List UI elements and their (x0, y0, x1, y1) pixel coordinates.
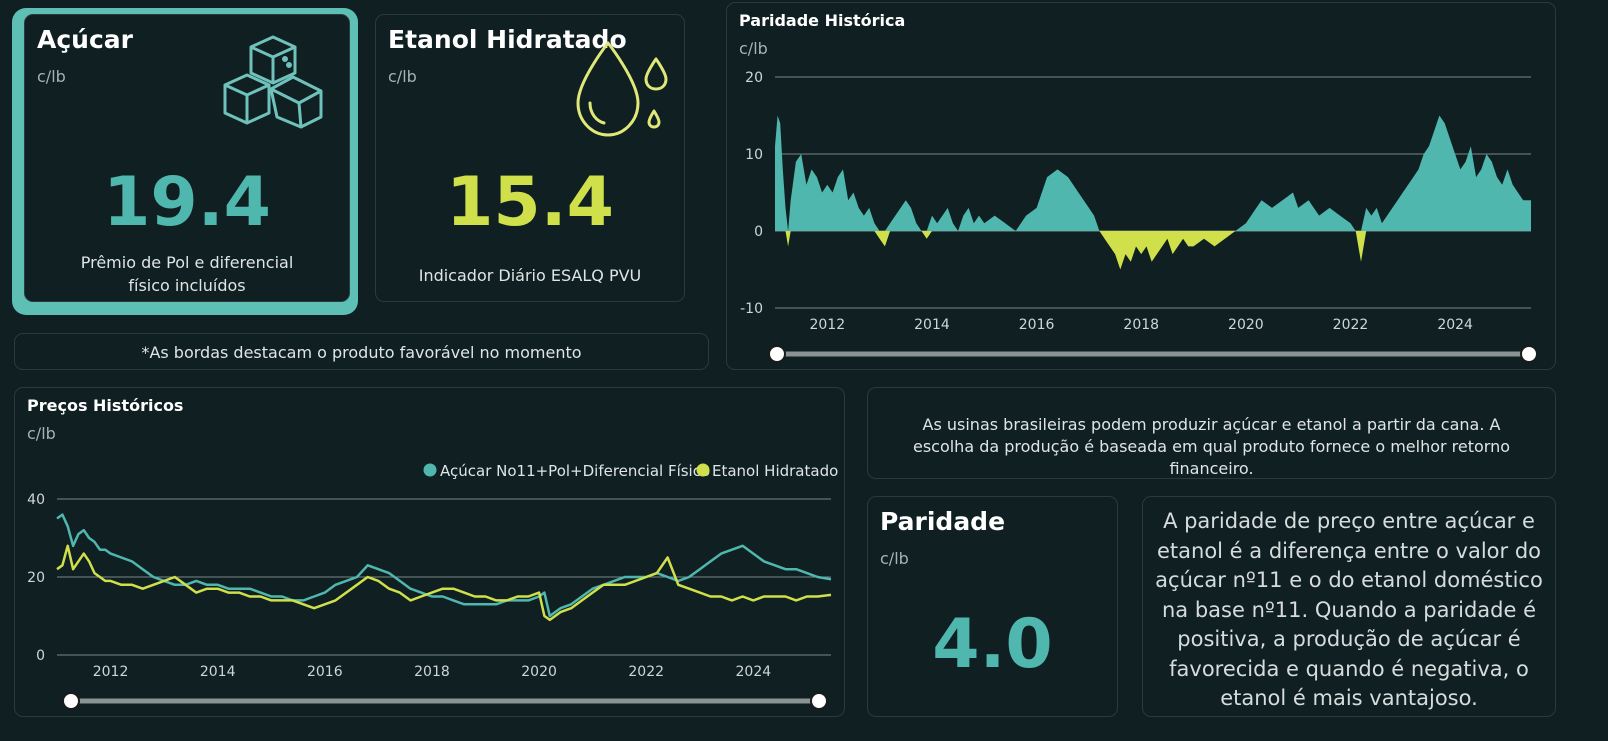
parity-chart[interactable]: 20 10 0 -10 2012 2014 2016 2018 2020 2022 2024 (727, 3, 1555, 369)
sugar-caption: Prêmio de Pol e diferencial físico inclu… (25, 251, 349, 297)
prices-chart-title: Preços Históricos (27, 396, 184, 415)
border-note-text: *As bordas destacam o produto favorável … (141, 343, 582, 362)
range-slider-start-handle[interactable] (62, 692, 80, 710)
border-note: *As bordas destacam o produto favorável … (14, 333, 709, 370)
parity-chart-card[interactable]: Paridade Histórica c/lb 20 10 0 -10 2012 2014… (726, 2, 1556, 370)
prices-chart-unit: c/lb (27, 424, 56, 443)
info-note: As usinas brasileiras podem produzir açú… (867, 387, 1556, 479)
x-tick-label: 2024 (1437, 317, 1473, 333)
y-tick-label: 0 (36, 648, 45, 664)
sugar-card[interactable]: Açúcar c/lb 19.4 Prêmio de Pol e diferen… (24, 14, 350, 302)
x-tick-label: 2022 (1333, 317, 1369, 333)
x-tick-label: 2014 (200, 664, 236, 680)
legend-marker-ethanol (696, 463, 710, 477)
legend-marker-sugar (423, 463, 437, 477)
y-tick-label: 20 (745, 70, 763, 86)
x-tick-label: 2018 (414, 664, 450, 680)
series-line-sugar (56, 513, 832, 618)
range-slider-end-handle[interactable] (810, 692, 828, 710)
parity-explanation-text: A paridade de preço entre açúcar e etano… (1155, 509, 1543, 710)
ethanol-value: 15.4 (446, 163, 614, 242)
parity-chart-title: Paridade Histórica (739, 11, 906, 30)
x-tick-label: 2018 (1123, 317, 1159, 333)
x-tick-label: 2014 (914, 317, 950, 333)
x-tick-label: 2016 (1019, 317, 1055, 333)
x-tick-label: 2016 (307, 664, 343, 680)
x-tick-label: 2022 (628, 664, 664, 680)
parity-negative-area (775, 231, 1531, 270)
legend-label-ethanol: Etanol Hidratado (712, 462, 838, 480)
x-tick-label: 2024 (736, 664, 772, 680)
info-note-text: As usinas brasileiras podem produzir açú… (912, 415, 1511, 478)
parity-value: 4.0 (932, 605, 1053, 684)
y-tick-label: 10 (745, 147, 763, 163)
parity-chart-unit: c/lb (739, 39, 768, 58)
ethanol-title: Etanol Hidratado (388, 25, 627, 54)
sugar-unit: c/lb (37, 67, 66, 86)
y-tick-label: 0 (754, 224, 763, 240)
parity-unit: c/lb (880, 549, 909, 568)
x-tick-label: 2020 (521, 664, 557, 680)
parity-explanation-card: A paridade de preço entre açúcar e etano… (1142, 496, 1556, 717)
legend-label-sugar: Açúcar No11+Pol+Diferencial Físico (440, 462, 710, 480)
series-line-ethanol (56, 544, 832, 622)
parity-card[interactable]: Paridade c/lb 4.0 (867, 496, 1118, 717)
sugar-caption-line1: Prêmio de Pol e diferencial (80, 253, 294, 272)
sugar-cubes-icon (221, 33, 331, 137)
sugar-value: 19.4 (103, 163, 271, 242)
x-tick-label: 2012 (93, 664, 129, 680)
x-tick-label: 2012 (809, 317, 845, 333)
drops-icon (572, 37, 672, 145)
ethanol-unit: c/lb (388, 67, 417, 86)
range-slider-start-handle[interactable] (768, 345, 786, 363)
y-tick-label: -10 (740, 301, 763, 317)
x-tick-label: 2020 (1228, 317, 1264, 333)
sugar-caption-line2: físico incluídos (128, 276, 246, 295)
parity-positive-area (775, 115, 1531, 231)
y-tick-label: 40 (27, 492, 45, 508)
parity-title: Paridade (880, 507, 1006, 536)
ethanol-card[interactable]: Etanol Hidratado c/lb 15.4 Indicador Diá… (375, 14, 685, 302)
ethanol-caption: Indicador Diário ESALQ PVU (418, 266, 642, 285)
y-tick-label: 20 (27, 570, 45, 586)
range-slider-end-handle[interactable] (1520, 345, 1538, 363)
prices-chart[interactable]: 40 20 0 2012 2014 2016 2018 2020 2022 2024 Açúcar … (15, 388, 844, 716)
prices-chart-card[interactable]: Preços Históricos c/lb 40 20 0 2012 2014 2016… (14, 387, 845, 717)
sugar-title: Açúcar (37, 25, 133, 54)
